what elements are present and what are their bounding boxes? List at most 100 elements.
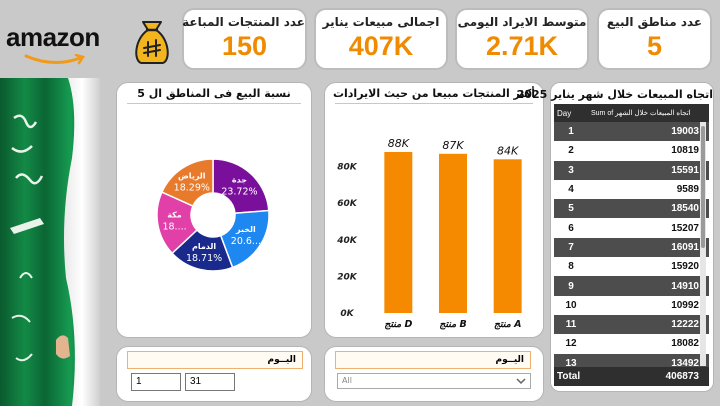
row-sum: 14910 [588,276,709,296]
col-day-header[interactable]: Day [554,104,588,122]
row-sum: 18540 [588,199,709,219]
table-row[interactable]: 6 15207 [554,218,709,238]
day-dropdown-slicer: اليــوم All [324,346,544,402]
bar[interactable] [493,159,522,313]
y-tick-label: 80K [337,163,358,173]
x-category-label: منتج D [384,319,412,330]
bar-value-label: 84K [497,144,519,157]
row-day: 3 [554,160,588,180]
pie-slice[interactable] [160,158,214,207]
kpi-value: 407K [348,31,414,61]
col-sum-header[interactable]: Sum of اتجاه المبيعات خلال الشهر [588,104,709,122]
row-sum: 15591 [588,160,709,180]
amazon-logo: amazon [6,22,114,66]
slice-label: جدة [232,175,247,184]
row-sum: 10992 [588,295,709,315]
panel-title: أكثر المنتجات مبيعا من حيث الايرادات [332,87,536,100]
kpi-value: 5 [646,31,663,61]
table-row[interactable]: 8 15920 [554,257,709,277]
total-label: Total [557,371,581,382]
bar-value-label: 87K [442,139,464,152]
slice-label: الرياض [178,171,206,181]
slice-label: الخبر [235,225,256,234]
day-dropdown[interactable]: All [337,373,531,389]
slice-value-label: 20.6... [231,236,261,247]
row-sum: 9589 [588,179,709,200]
row-day: 5 [554,199,588,219]
kpi-value: 150 [221,31,268,61]
row-day: 2 [554,141,588,161]
kpi-label: عدد المنتجات المباعة [182,15,305,29]
x-category-label: منتج A [494,319,522,330]
row-sum: 18082 [588,334,709,354]
slice-value-label: 18.71% [186,253,222,264]
sales-table[interactable]: Day Sum of اتجاه المبيعات خلال الشهر 1 19… [554,104,709,387]
row-day: 8 [554,257,588,277]
row-day: 1 [554,122,588,142]
table-row[interactable]: 5 18540 [554,199,709,219]
row-sum: 15207 [588,218,709,238]
slice-label: مكة [167,210,182,219]
slice-value-label: 18.... [162,221,186,232]
slicer-title: اليــوم [127,351,303,369]
row-sum: 15920 [588,257,709,277]
row-day: 12 [554,334,588,354]
y-tick-label: 60K [337,199,358,209]
table-row[interactable]: 7 16091 [554,237,709,258]
top-products-bar-chart: 0K 20K 40K 60K 80K 88K منتج D 87K منتج B 84K منتج … [336,137,522,330]
kpi-january-sales: اجمالى مبيعات يناير 407K [314,8,448,70]
table-row[interactable]: 12 18082 [554,334,709,354]
slice-label: الدمام [192,242,216,251]
row-day: 10 [554,295,588,315]
table-row[interactable]: 4 9589 [554,179,709,200]
y-tick-label: 40K [336,236,358,246]
region-share-panel: نسبة البيع فى المناطق ال 5 جدة 23.72% الخب… [116,82,312,338]
panel-title: نسبة البيع فى المناطق ال 5 [137,87,291,100]
range-from-input[interactable]: 1 [131,373,181,391]
bar[interactable] [439,153,467,313]
slicer-title: اليــوم [335,351,531,369]
table-row[interactable]: 10 10992 [554,295,709,315]
dropdown-value: All [342,376,352,385]
x-category-label: منتج B [439,319,467,330]
kpi-daily-avg-revenue: متوسط الايراد اليومى 2.71K [455,8,589,70]
y-tick-label: 20K [337,272,358,282]
row-sum: 16091 [588,237,709,258]
row-day: 4 [554,179,588,200]
y-tick-label: 0K [340,309,354,319]
kpi-label: متوسط الايراد اليومى [457,15,587,29]
table-row[interactable]: 3 15591 [554,160,709,180]
table-row[interactable]: 11 12222 [554,314,709,335]
kpi-sales-regions: عدد مناطق البيع 5 [597,8,712,70]
table-row[interactable]: 1 19003 [554,122,709,142]
row-day: 11 [554,314,588,335]
row-day: 7 [554,237,588,258]
row-day: 6 [554,218,588,238]
slice-value-label: 18.29% [174,182,210,193]
pie-slice[interactable] [212,158,270,215]
row-sum: 19003 [588,122,709,142]
saudi-flag-image [0,78,100,406]
row-sum: 10819 [588,141,709,161]
kpi-value: 2.71K [485,31,559,61]
kpi-products-sold: عدد المنتجات المباعة 150 [182,8,307,70]
chevron-down-icon [516,378,526,385]
slice-value-label: 23.72% [221,186,257,197]
money-bag-icon [135,21,169,64]
total-value: 406873 [665,371,699,382]
table-total-row: Total 406873 [554,367,709,386]
range-to-input[interactable]: 31 [185,373,235,391]
smile-arrow-icon [24,54,85,65]
bar[interactable] [384,151,413,313]
row-sum: 12222 [588,314,709,335]
kpi-label: اجمالى مبيعات يناير [322,15,440,29]
table-row[interactable]: 2 10819 [554,141,709,161]
brand-name: amazon [6,22,100,52]
row-day: 9 [554,276,588,296]
table-scrollbar[interactable] [700,122,706,366]
scroll-thumb[interactable] [701,126,705,248]
top-products-panel: أكثر المنتجات مبيعا من حيث الايرادات 0K 2… [324,82,544,338]
day-range-slicer: اليــوم 1 31 [116,346,312,402]
table-row[interactable]: 9 14910 [554,276,709,296]
bar-value-label: 88K [388,137,410,150]
